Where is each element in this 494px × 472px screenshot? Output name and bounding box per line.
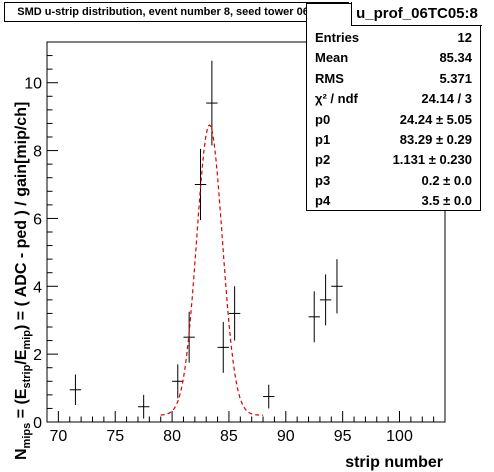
data-point: [69, 374, 82, 406]
y-tick-label: 4: [33, 279, 42, 296]
y-axis-label: Nmips = (Estrip/Emip) = ( ADC - ped ) / …: [13, 102, 33, 460]
stats-row: p1 83.29 ± 0.29: [315, 130, 472, 150]
data-point: [183, 311, 195, 363]
stats-value: 24.14 / 3: [421, 91, 472, 107]
fit-curve: [160, 124, 264, 416]
stats-value: 83.29 ± 0.29: [399, 132, 472, 147]
data-point: [228, 286, 241, 341]
y-tick-label: 10: [24, 76, 42, 93]
data-point: [137, 394, 150, 419]
stats-key: Entries: [315, 30, 360, 45]
y-tick-label: 6: [33, 211, 42, 228]
stats-key: χ² / ndf: [315, 91, 358, 107]
stats-row: p4 3.5 ± 0.0: [315, 191, 472, 211]
stats-row: Entries 12: [315, 28, 472, 48]
stats-value: 1.131 ± 0.230: [392, 152, 472, 168]
y-tick-label: 0: [33, 415, 42, 432]
data-point: [194, 148, 207, 221]
chart-title: SMD u-strip distribution, event number 8…: [4, 2, 349, 22]
stats-box: u_prof_06TC05:8 Entries 12 Mean 85.34 RMS 5.3…: [306, 2, 482, 211]
y-axis-label-group: Nmips = (Estrip/Emip) = ( ADC - ped ) / …: [13, 102, 33, 460]
data-point: [206, 60, 218, 146]
y-tick-label: 2: [33, 347, 42, 364]
data-point: [308, 291, 320, 343]
x-tick-label: 85: [220, 428, 238, 445]
stats-key: p1: [315, 132, 331, 147]
stats-key: RMS: [315, 70, 344, 86]
stats-key: p3: [315, 172, 331, 188]
x-tick-label: 95: [334, 428, 352, 445]
data-point: [331, 259, 343, 314]
stats-value: 3.5 ± 0.0: [421, 193, 472, 209]
stats-row: p2 1.131 ± 0.230: [315, 150, 472, 170]
stats-key: Mean: [315, 50, 349, 66]
stats-value: 12: [457, 30, 472, 45]
y-tick-label: 8: [33, 144, 42, 161]
stats-value: 85.34: [439, 50, 472, 66]
stats-row: RMS 5.371: [315, 69, 472, 89]
data-point: [217, 321, 229, 373]
x-axis-label: strip number: [345, 454, 443, 471]
stats-key: p4: [315, 193, 331, 209]
data-points: [69, 60, 343, 419]
x-tick-label: 75: [106, 428, 124, 445]
stats-row: χ² / ndf 24.14 / 3: [315, 89, 472, 109]
stats-key: p2: [315, 152, 331, 168]
stats-value: 24.24 ± 5.05: [399, 111, 472, 127]
x-tick-label: 100: [386, 428, 413, 445]
stats-key: p0: [315, 111, 331, 127]
x-tick-label: 80: [163, 428, 181, 445]
x-tick-label: 70: [49, 428, 67, 445]
axes: 70 75 80 85 90 95 100 0 2 4 6 8 10: [24, 41, 446, 445]
x-tick-label: 90: [277, 428, 295, 445]
stats-row: Mean 85.34: [315, 48, 472, 68]
data-point: [172, 364, 184, 399]
data-point: [319, 274, 332, 326]
stats-name: u_prof_06TC05:8: [351, 2, 482, 26]
stats-value: 5.371: [439, 70, 472, 86]
data-point: [263, 384, 275, 409]
stats-value: 0.2 ± 0.0: [421, 172, 472, 188]
stats-row: p3 0.2 ± 0.0: [315, 171, 472, 191]
stats-row: p0 24.24 ± 5.05: [315, 110, 472, 130]
